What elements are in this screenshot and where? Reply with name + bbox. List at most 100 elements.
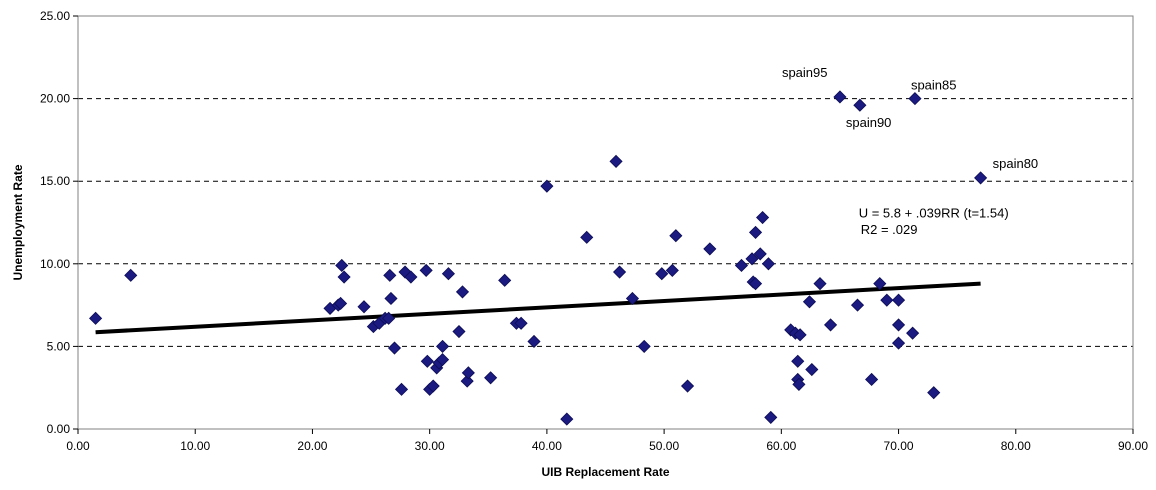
data-point <box>387 341 402 355</box>
x-tick-label: 20.00 <box>297 439 327 453</box>
annotation-label: spain95 <box>782 65 828 80</box>
x-axis-ticks: 0.00 10.00 20.00 30.00 40.00 50.00 60.00 70.00 8… <box>66 429 1148 453</box>
annotation-label: U = 5.8 + .039RR (t=1.54) <box>859 206 1009 221</box>
x-tick-label: 90.00 <box>1118 439 1148 453</box>
data-point <box>540 179 554 193</box>
x-tick-label: 60.00 <box>766 439 796 453</box>
data-point <box>813 277 827 291</box>
y-axis-title: Unemployment Rate <box>11 164 25 280</box>
data-point <box>745 252 759 266</box>
annotation-label: spain85 <box>911 78 957 93</box>
data-point <box>873 277 887 291</box>
data-point <box>824 318 838 332</box>
x-tick-label: 10.00 <box>180 439 210 453</box>
data-point <box>805 362 819 377</box>
annotation-label: spain90 <box>846 115 892 130</box>
data-point <box>891 318 906 332</box>
data-point <box>609 154 623 168</box>
data-point <box>802 295 817 309</box>
data-point <box>461 366 475 380</box>
data-point <box>441 267 455 281</box>
data-point <box>908 92 922 106</box>
y-tick-label: 10.00 <box>40 257 70 271</box>
data-point <box>792 377 806 391</box>
data-point <box>420 354 434 368</box>
data-point <box>865 372 879 387</box>
data-point <box>665 263 679 277</box>
data-point <box>384 291 398 306</box>
data-point <box>850 298 865 312</box>
data-point <box>404 270 418 284</box>
annotation-label: R2 = .029 <box>861 222 918 237</box>
data-point <box>761 257 776 271</box>
x-tick-label: 50.00 <box>649 439 679 453</box>
data-point <box>335 258 349 273</box>
data-point <box>357 300 371 314</box>
y-tick-label: 0.00 <box>47 422 71 436</box>
data-point <box>748 277 763 291</box>
data-point <box>613 265 627 279</box>
data-point <box>580 230 594 244</box>
data-point <box>514 316 528 330</box>
data-point <box>426 379 440 393</box>
data-point <box>974 171 988 185</box>
data-point <box>669 229 683 243</box>
data-point <box>853 98 867 112</box>
data-point <box>753 247 767 261</box>
data-point <box>927 386 941 400</box>
y-tick-label: 15.00 <box>40 174 70 188</box>
annotation-label: spain80 <box>993 156 1039 171</box>
data-point <box>334 296 348 311</box>
data-point <box>460 374 474 388</box>
trendline <box>95 281 981 335</box>
data-point <box>383 268 397 282</box>
data-point <box>680 379 695 393</box>
data-point <box>435 339 450 353</box>
data-point <box>655 267 669 281</box>
data-point <box>906 326 920 340</box>
data-point <box>560 412 574 426</box>
data-point <box>891 336 906 350</box>
data-point <box>756 210 770 225</box>
gridlines <box>78 98 1133 347</box>
data-point <box>419 263 433 277</box>
data-point <box>455 285 470 299</box>
x-tick-label: 40.00 <box>532 439 562 453</box>
data-point <box>498 273 512 287</box>
data-point <box>764 410 778 425</box>
x-tick-label: 0.00 <box>66 439 90 453</box>
data-point <box>637 339 651 353</box>
x-tick-label: 80.00 <box>1001 439 1031 453</box>
data-point <box>891 293 906 307</box>
data-point <box>89 311 103 325</box>
data-point <box>124 268 138 282</box>
data-point <box>484 371 498 385</box>
data-point <box>880 293 894 307</box>
data-point <box>791 354 805 368</box>
x-tick-label: 70.00 <box>884 439 914 453</box>
plot-area-frame <box>77 15 1134 430</box>
data-points <box>89 90 988 426</box>
data-point <box>394 382 409 396</box>
x-tick-label: 30.00 <box>415 439 445 453</box>
y-tick-label: 20.00 <box>40 92 70 106</box>
data-point <box>625 291 640 306</box>
y-tick-label: 5.00 <box>47 339 71 353</box>
data-point <box>833 90 847 104</box>
data-point <box>793 328 807 342</box>
data-point <box>703 242 717 256</box>
data-point <box>748 225 763 239</box>
data-point <box>734 258 749 273</box>
y-axis-ticks: 0.00 5.00 10.00 15.00 20.00 25.00 <box>40 9 78 436</box>
trendline-layer <box>95 281 981 335</box>
data-point <box>435 353 450 367</box>
data-point <box>527 334 541 349</box>
data-point <box>382 311 396 325</box>
data-point <box>337 270 351 284</box>
data-point <box>452 324 466 339</box>
y-tick-label: 25.00 <box>40 9 70 23</box>
x-axis-title: UIB Replacement Rate <box>541 465 669 479</box>
annotations: spain95 spain90 spain85 spain80 U = 5.8 + .0… <box>782 65 1038 237</box>
